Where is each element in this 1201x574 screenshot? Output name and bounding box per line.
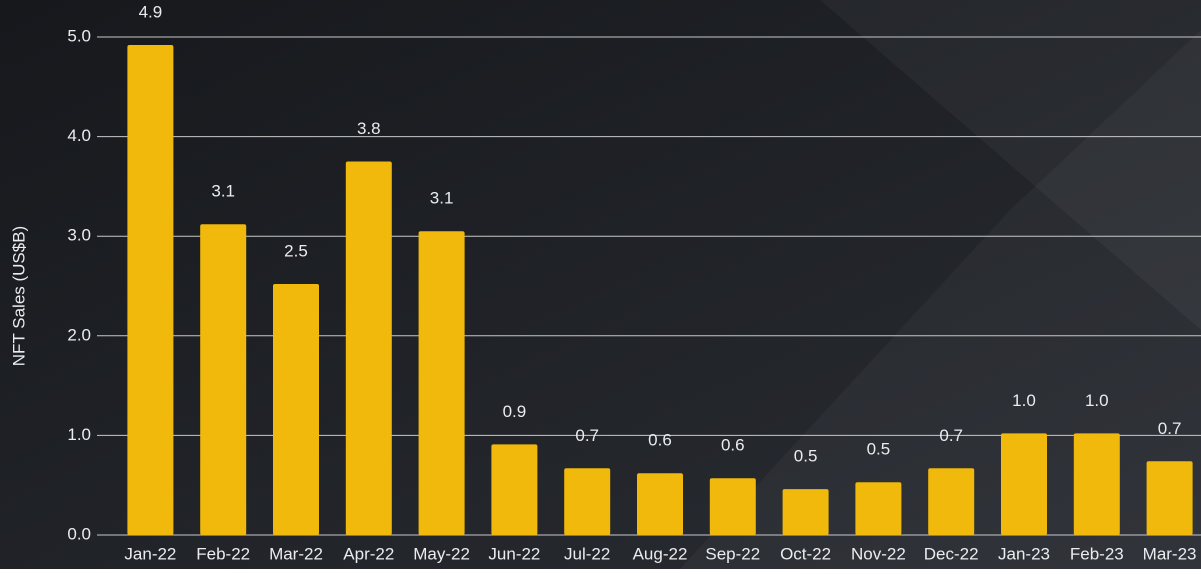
value-label: 2.5 bbox=[284, 241, 308, 260]
x-tick-label: Sep-22 bbox=[705, 544, 760, 563]
x-tick-label: May-22 bbox=[413, 544, 470, 563]
value-label: 0.7 bbox=[939, 426, 963, 445]
bar bbox=[1073, 433, 1120, 535]
value-label: 0.7 bbox=[575, 426, 599, 445]
bar bbox=[637, 473, 683, 535]
x-tick-label: Feb-22 bbox=[196, 544, 250, 563]
y-tick-label: 4.0 bbox=[67, 126, 91, 145]
x-tick-label: Apr-22 bbox=[343, 544, 394, 563]
bar bbox=[273, 284, 319, 535]
bar bbox=[491, 444, 538, 535]
bar bbox=[782, 489, 829, 535]
bar bbox=[1001, 433, 1047, 535]
value-label: 0.5 bbox=[867, 440, 891, 459]
bar bbox=[855, 482, 902, 535]
x-tick-label: Jul-22 bbox=[564, 544, 610, 563]
value-label: 0.9 bbox=[503, 402, 527, 421]
value-label: 3.8 bbox=[357, 119, 381, 138]
x-tick-label: Jun-22 bbox=[488, 544, 540, 563]
x-tick-label: Dec-22 bbox=[924, 544, 979, 563]
x-tick-label: Jan-23 bbox=[998, 544, 1050, 563]
x-tick-label: Oct-22 bbox=[780, 544, 831, 563]
decor bbox=[820, 0, 1201, 330]
y-tick-label: 5.0 bbox=[67, 26, 91, 45]
bar bbox=[1146, 461, 1193, 535]
y-tick-label: 1.0 bbox=[67, 425, 91, 444]
bar bbox=[345, 161, 392, 535]
value-label: 0.7 bbox=[1158, 419, 1182, 438]
bar bbox=[418, 231, 465, 535]
x-tick-label: Jan-22 bbox=[124, 544, 176, 563]
value-label: 4.9 bbox=[139, 2, 163, 21]
value-label: 1.0 bbox=[1085, 391, 1109, 410]
bar bbox=[564, 468, 611, 535]
value-label: 3.1 bbox=[430, 189, 454, 208]
y-tick-label: 2.0 bbox=[67, 325, 91, 344]
bar bbox=[709, 478, 756, 535]
x-tick-label: Mar-22 bbox=[269, 544, 323, 563]
x-tick-label: Nov-22 bbox=[851, 544, 906, 563]
y-axis-label: NFT Sales (US$B) bbox=[9, 226, 28, 366]
x-tick-label: Mar-23 bbox=[1143, 544, 1197, 563]
value-label: 0.5 bbox=[794, 447, 818, 466]
x-tick-label: Aug-22 bbox=[633, 544, 688, 563]
y-tick-label: 0.0 bbox=[67, 524, 91, 543]
value-label: 3.1 bbox=[211, 182, 235, 201]
x-tick-label: Feb-23 bbox=[1070, 544, 1124, 563]
y-tick-label: 3.0 bbox=[67, 226, 91, 245]
value-label: 0.6 bbox=[648, 431, 672, 450]
value-label: 0.6 bbox=[721, 436, 745, 455]
bar bbox=[200, 224, 247, 536]
value-label: 1.0 bbox=[1012, 391, 1036, 410]
bar bbox=[127, 44, 174, 536]
bar bbox=[928, 468, 975, 535]
